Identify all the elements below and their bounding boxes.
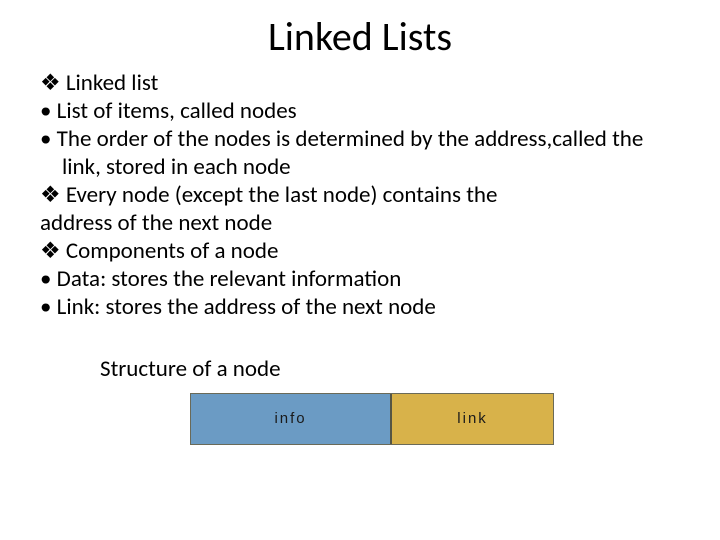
node-info-cell: info [191, 394, 390, 444]
bullet-text: Every node (except the last node) contai… [66, 181, 498, 209]
bullet-text: The order of the nodes is determined by … [57, 125, 644, 181]
diamond-bullet-icon: ❖ [40, 237, 61, 265]
bullet-link: • Link: stores the address of the next n… [40, 293, 680, 321]
bullet-text: List of items, called nodes [57, 97, 297, 125]
node-diagram: info link [190, 393, 554, 445]
bullet-list-of-items: • List of items, called nodes [40, 97, 680, 125]
node-link-label: link [457, 410, 488, 428]
node-info-label: info [274, 410, 306, 428]
slide-title: Linked Lists [40, 12, 680, 61]
diamond-bullet-icon: ❖ [40, 69, 61, 97]
dot-bullet-icon: • [40, 293, 51, 321]
bullet-components: ❖ Components of a node [40, 237, 680, 265]
slide: Linked Lists ❖ Linked list • List of ite… [0, 0, 720, 540]
bullet-text: address of the next node [40, 209, 272, 237]
bullet-order-of-nodes: • The order of the nodes is determined b… [40, 125, 680, 181]
dot-bullet-icon: • [40, 265, 51, 293]
node-link-cell: link [390, 394, 553, 444]
bullet-text: Data: stores the relevant information [57, 265, 402, 293]
slide-body: ❖ Linked list • List of items, called no… [40, 69, 680, 445]
dot-bullet-icon: • [40, 97, 51, 125]
bullet-text: Components of a node [66, 237, 279, 265]
bullet-text: Link: stores the address of the next nod… [57, 293, 436, 321]
dot-bullet-icon: • [40, 125, 51, 153]
bullet-every-node-cont: address of the next node [40, 209, 680, 237]
node-structure-caption: Structure of a node [100, 355, 680, 383]
bullet-text: Linked list [66, 69, 158, 97]
bullet-every-node: ❖ Every node (except the last node) cont… [40, 181, 680, 209]
bullet-data: • Data: stores the relevant information [40, 265, 680, 293]
diamond-bullet-icon: ❖ [40, 181, 61, 209]
bullet-linked-list: ❖ Linked list [40, 69, 680, 97]
